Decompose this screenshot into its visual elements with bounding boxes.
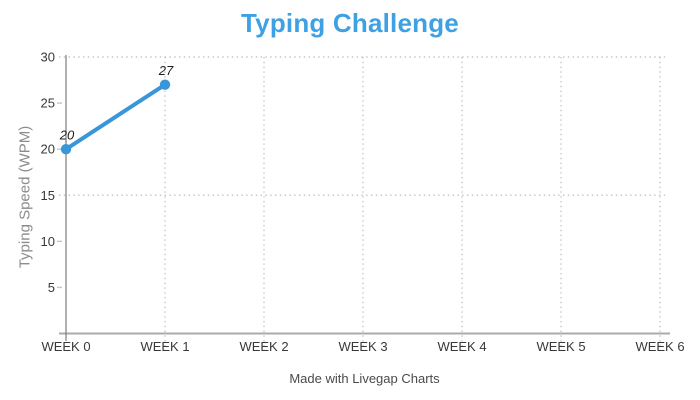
y-tick-label: 30	[41, 50, 55, 65]
data-point-marker[interactable]	[159, 79, 171, 90]
data-point-marker[interactable]	[60, 143, 72, 155]
x-tick-label: WEEK 4	[437, 339, 486, 354]
y-tick-label: 10	[41, 234, 55, 249]
x-tick-label: WEEK 3	[338, 339, 387, 354]
y-tick-label: 15	[41, 188, 55, 203]
x-tick-label: WEEK 5	[536, 339, 585, 354]
x-tick-label: WEEK 0	[41, 339, 90, 354]
y-tick-label: 5	[48, 280, 55, 295]
chart-title: Typing Challenge	[241, 8, 459, 38]
y-axis-title: Typing Speed (WPM)	[16, 125, 34, 269]
y-tick-label: 25	[41, 96, 55, 111]
series-line	[64, 82, 167, 152]
watermark-text: Made with Livegap Charts	[289, 371, 440, 386]
x-tick-label: WEEK 1	[140, 339, 189, 354]
x-tick-label: WEEK 6	[635, 339, 684, 354]
data-point-label: 20	[59, 128, 75, 143]
x-tick-label: WEEK 2	[239, 339, 288, 354]
data-point-label: 27	[158, 63, 174, 78]
y-tick-label: 20	[41, 142, 55, 157]
